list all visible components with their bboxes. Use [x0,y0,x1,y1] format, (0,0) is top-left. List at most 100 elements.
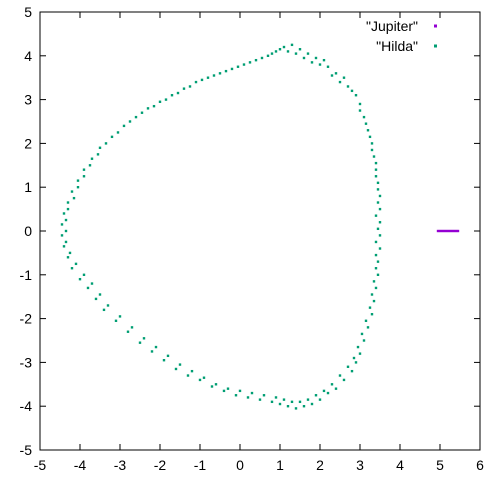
data-point [376,201,380,204]
data-point [350,89,354,93]
data-point [282,398,286,401]
data-point [274,50,278,53]
data-point [198,378,202,382]
data-point [82,175,86,178]
x-tick-label: 2 [316,457,324,473]
data-point [102,308,106,312]
data-point [66,256,70,259]
data-point [450,229,454,233]
data-point [62,212,66,215]
data-point [70,190,74,193]
y-axis: -5 -4 -3 -2 -1 0 1 2 3 4 5 [20,4,480,458]
data-point [370,142,374,145]
y-tick-label: -4 [20,398,33,414]
data-point [176,91,180,95]
data-point [202,376,206,379]
data-point [310,61,314,64]
data-point [378,221,382,224]
data-point [374,175,378,178]
data-point [454,229,458,233]
data-point [352,356,356,360]
data-point [354,361,358,364]
data-point [260,56,264,60]
series-layer [60,43,460,410]
data-point [230,67,234,71]
data-point [242,63,246,66]
data-point [254,58,258,62]
data-point [188,85,192,88]
data-point [370,148,374,152]
data-point [146,107,150,110]
data-point [60,223,64,226]
data-point [374,161,378,165]
data-point [76,186,80,189]
data-point [86,286,90,290]
data-point [82,168,86,171]
data-point [372,155,376,158]
data-point [130,326,134,329]
y-tick-label: 1 [24,179,32,195]
data-point [350,369,354,373]
x-tick-label: -5 [34,457,47,473]
data-point [94,297,98,301]
data-point [68,251,72,255]
x-tick-label: 4 [396,457,404,473]
legend-label: "Jupiter" [366,18,418,34]
data-point [342,378,346,382]
data-point [456,229,460,233]
x-tick-label: -1 [194,457,207,473]
data-point [250,391,254,395]
data-point [212,74,216,77]
data-point [374,267,378,270]
data-point [334,387,338,390]
data-point [290,400,294,404]
data-point [444,229,448,233]
data-point [372,299,376,303]
data-point [60,234,64,237]
series-0 [436,229,460,233]
y-tick-label: 0 [24,223,32,239]
data-point [366,326,370,329]
data-point [438,229,442,233]
data-point [248,61,252,64]
data-point [190,369,194,373]
data-point [262,394,266,397]
data-point [234,394,238,397]
data-point [364,122,368,125]
data-point [122,124,126,128]
data-point [270,400,274,404]
data-point [378,207,382,211]
data-point [166,354,170,358]
data-point [74,262,78,266]
data-point [98,293,102,296]
x-tick-label: 1 [276,457,284,473]
data-point [178,363,182,366]
data-point [376,181,380,185]
data-point [302,405,306,408]
data-point [318,398,322,401]
data-point [258,398,262,401]
data-point [142,337,146,340]
data-point [442,229,446,233]
data-point [374,253,378,257]
data-point [370,313,374,316]
x-axis: -5 -4 -3 -2 -1 0 1 2 3 4 5 6 [34,12,484,473]
data-point [436,229,440,233]
data-point [314,394,318,397]
data-point [330,74,334,77]
data-point [342,76,346,79]
data-point [266,54,270,57]
data-point [140,111,144,114]
data-point [62,245,66,248]
data-point [64,240,68,244]
x-tick-label: 5 [436,457,444,473]
data-point [76,179,80,182]
x-tick-label: 0 [236,457,244,473]
data-point [174,367,178,371]
data-point [90,282,94,285]
data-point [162,359,166,362]
data-point [70,267,74,270]
data-point [378,234,382,237]
data-point [298,48,302,51]
